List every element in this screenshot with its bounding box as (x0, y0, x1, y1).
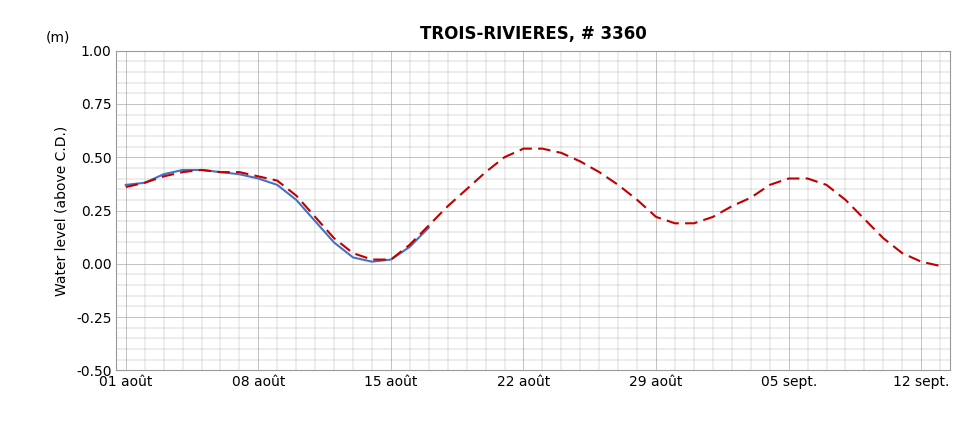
Text: (m): (m) (46, 30, 70, 44)
Title: TROIS-RIVIERES, # 3360: TROIS-RIVIERES, # 3360 (420, 25, 646, 43)
Y-axis label: Water level (above C.D.): Water level (above C.D.) (55, 125, 69, 296)
